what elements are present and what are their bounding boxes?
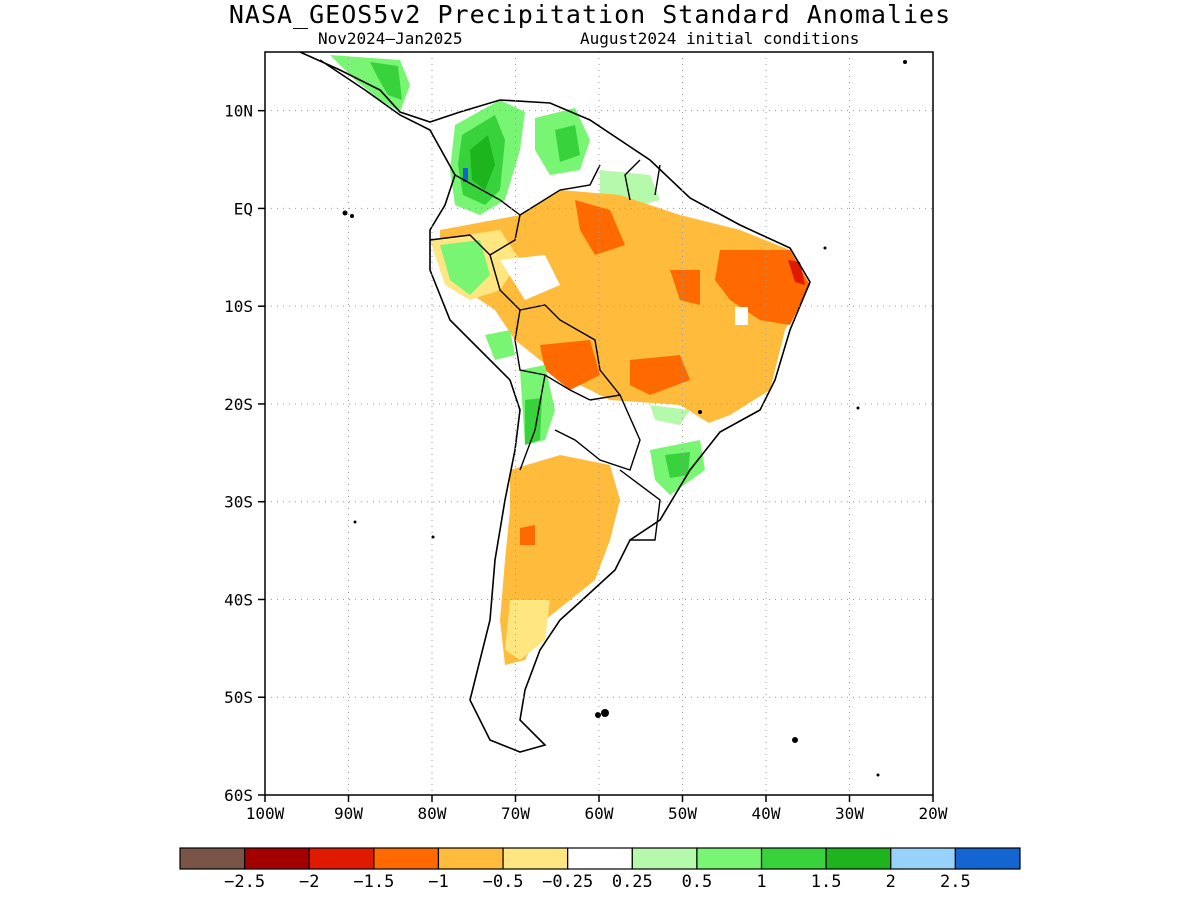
colorbar-label: −1 bbox=[428, 872, 448, 892]
colorbar-swatch bbox=[631, 847, 698, 870]
lon-tick-label: 90W bbox=[334, 804, 363, 823]
wet-colombia-strong bbox=[470, 135, 495, 190]
dry-amazon-core-1 bbox=[575, 200, 625, 255]
lon-tick-label: 80W bbox=[418, 804, 447, 823]
lon-tick-label: 60W bbox=[585, 804, 614, 823]
colorbar-label: 0.5 bbox=[682, 872, 713, 892]
longitude-ticks: 100W 90W 80W 70W 60W 50W 40W 30W 20W bbox=[246, 795, 948, 823]
anomaly-field bbox=[300, 52, 810, 752]
colorbar-swatch bbox=[373, 847, 440, 870]
colorbar-swatch bbox=[179, 847, 246, 870]
colorbar-swatch bbox=[244, 847, 310, 870]
white-patagonia bbox=[495, 665, 530, 705]
colorbar-swatch bbox=[437, 847, 504, 870]
wet-andes-core bbox=[525, 398, 542, 445]
initial-conditions: August2024 initial conditions bbox=[580, 29, 860, 48]
forecast-period: Nov2024–Jan2025 bbox=[318, 29, 463, 48]
lon-tick-label: 70W bbox=[501, 804, 530, 823]
wet-peru-south bbox=[485, 330, 515, 360]
lat-tick-label: 10S bbox=[224, 297, 253, 316]
wet-venezuela-core bbox=[555, 125, 580, 162]
colorbar-swatch bbox=[502, 847, 569, 870]
colorbar-label: 1.5 bbox=[811, 872, 842, 892]
dry-weak-patagonia bbox=[505, 600, 550, 660]
colorbar-swatch bbox=[308, 847, 375, 870]
lon-tick-label: 40W bbox=[752, 804, 781, 823]
colorbar-swatch bbox=[954, 847, 1021, 870]
dry-bolivia bbox=[540, 340, 600, 390]
dry-argentina-core bbox=[520, 525, 535, 545]
lat-tick-label: 10N bbox=[224, 102, 253, 121]
colorbar-label: −0.5 bbox=[483, 872, 524, 892]
wet-peru bbox=[440, 240, 490, 295]
chart-title: NASA_GEOS5v2 Precipitation Standard Anom… bbox=[228, 0, 952, 29]
white-amazon-1 bbox=[500, 255, 560, 300]
wet-colombia-extreme bbox=[463, 168, 468, 182]
wet-weak-paraguay bbox=[650, 405, 690, 425]
lon-tick-label: 50W bbox=[668, 804, 697, 823]
colorbar-swatch bbox=[696, 847, 763, 870]
lat-tick-label: 50S bbox=[224, 688, 253, 707]
lat-tick-label: 20S bbox=[224, 395, 253, 414]
colorbar-swatch bbox=[890, 847, 956, 870]
colorbar-swatch bbox=[567, 847, 633, 870]
lat-tick-label: 40S bbox=[224, 590, 253, 609]
colorbar-label: 0.25 bbox=[612, 872, 653, 892]
dry-mato-grosso bbox=[630, 355, 690, 395]
colorbar-swatch bbox=[825, 847, 892, 870]
colorbar-label: −2.5 bbox=[224, 872, 265, 892]
latitude-ticks: 10N EQ 10S 20S 30S 40S 50S 60S bbox=[224, 102, 265, 805]
lat-tick-label: 30S bbox=[224, 493, 253, 512]
white-brazil-square bbox=[735, 307, 748, 325]
lat-tick-label: EQ bbox=[234, 199, 253, 218]
colorbar-swatch bbox=[760, 847, 827, 870]
colorbar-label: 2.5 bbox=[940, 872, 971, 892]
colorbar-label: 2 bbox=[886, 872, 896, 892]
colorbar-label: −1.5 bbox=[353, 872, 394, 892]
lon-tick-label: 30W bbox=[835, 804, 864, 823]
colorbar-label: −2 bbox=[299, 872, 319, 892]
islands bbox=[342, 60, 907, 777]
lon-tick-label: 20W bbox=[919, 804, 948, 823]
wet-se-brazil-core bbox=[665, 452, 690, 478]
dry-amazon-core-2 bbox=[670, 270, 700, 305]
dry-brazil-ne bbox=[715, 250, 810, 325]
colorbar-label: 1 bbox=[756, 872, 766, 892]
wet-central-america-core bbox=[370, 62, 402, 100]
colorbar-label: −0.25 bbox=[542, 872, 593, 892]
coastline bbox=[299, 52, 811, 753]
lon-tick-label: 100W bbox=[246, 804, 285, 823]
lat-tick-label: 60S bbox=[224, 786, 253, 805]
dry-amazon bbox=[440, 190, 805, 430]
colorbar: −2.5 −2 −1.5 −1 −0.5 −0.25 0.25 0.5 1 1.5 2 2.5 bbox=[179, 847, 1021, 892]
